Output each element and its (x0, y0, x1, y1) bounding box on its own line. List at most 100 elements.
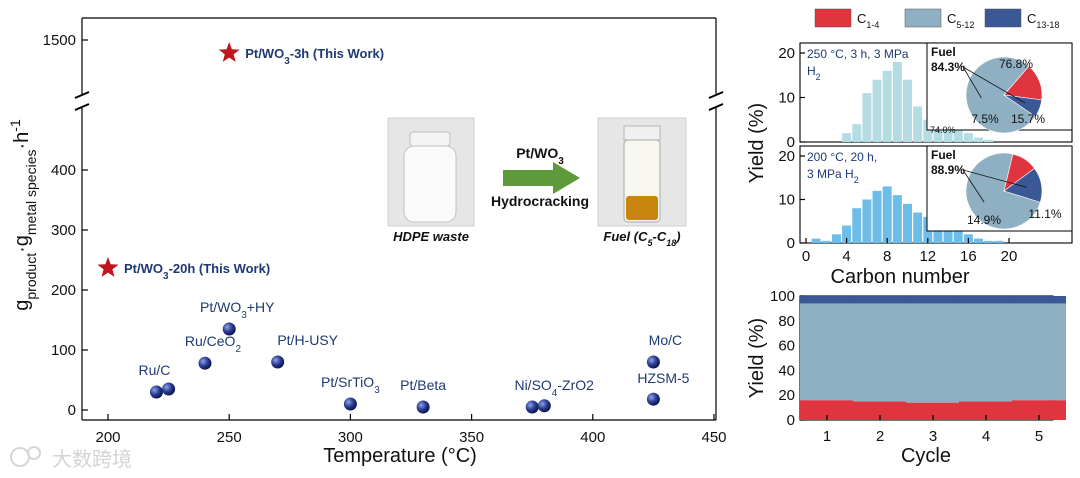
distribution-bar (913, 106, 923, 142)
distribution-bar (923, 119, 933, 142)
pie-value-label: 11.1% (1028, 207, 1061, 221)
stacked-bar-segment (1012, 296, 1066, 304)
axis-break-mark (708, 91, 724, 99)
legend: C1-4 C5-12 C13-18 (814, 8, 1059, 30)
distribution-bar (862, 199, 872, 243)
fuel-liquid (626, 196, 658, 220)
watermark: 大数跨境 (10, 446, 132, 471)
panel-condition-gas: H2 (807, 64, 821, 82)
stacked-bar-segment (853, 303, 907, 402)
x-tick-label: 350 (459, 429, 484, 446)
distribution-bar (882, 70, 892, 142)
x-axis-label: Cycle (901, 445, 951, 467)
x-axis-label: Carbon number (831, 266, 970, 288)
pie-fuel-value: 88.9% (931, 163, 965, 177)
pie-fuel-label: Fuel (931, 45, 956, 59)
data-point-label: Mo/C (649, 332, 682, 348)
y-tick-label: 20 (778, 45, 795, 62)
distribution-bar (882, 186, 892, 243)
hdpe-label: HDPE waste (393, 229, 469, 244)
legend-swatch (814, 8, 852, 28)
distribution-bar (852, 208, 862, 243)
y-tick-label: 0 (787, 134, 795, 151)
y-tick-label: 200 (51, 282, 76, 299)
data-point (525, 400, 539, 414)
panel-condition: 250 °C, 3 h, 3 MPa (807, 47, 909, 61)
y-tick-label: 60 (778, 338, 795, 355)
pie-pointer (962, 169, 1027, 188)
pie-fuel-value: 84.3% (931, 60, 965, 74)
distribution-bar (852, 124, 862, 142)
pie-slice (965, 56, 1036, 134)
y-tick-label: 1500 (43, 32, 76, 49)
y-tick-label: 0 (787, 235, 795, 252)
y-tick-label: 80 (778, 313, 795, 330)
data-point (646, 355, 660, 369)
x-tick-label: 4 (842, 248, 850, 265)
distribution-bar (821, 240, 831, 243)
data-point (271, 355, 285, 369)
stacked-bar-segment (800, 303, 854, 401)
data-point-label: Pt/H-USY (277, 332, 338, 348)
x-tick-label: 1 (823, 428, 831, 445)
data-point-label: Ni/SO4-ZrO2 (514, 377, 594, 399)
y-tick-label: 300 (51, 222, 76, 239)
watermark-icon (10, 447, 30, 467)
distribution-bar (963, 133, 973, 142)
distribution-bar (994, 240, 1004, 243)
data-point (162, 382, 176, 396)
stacked-bar-segment (800, 400, 854, 420)
distribution-bar (953, 225, 963, 243)
watermark-text: 大数跨境 (52, 448, 132, 471)
pie-note: 74.0% (930, 125, 956, 135)
stacked-bar-segment (959, 303, 1013, 402)
legend-swatch (984, 8, 1022, 28)
data-point-label: Pt/Beta (400, 377, 446, 393)
arrow-top-label: Pt/WO3 (516, 145, 564, 167)
pie-pointer (962, 66, 1026, 104)
data-point-label: HZSM-5 (637, 370, 689, 386)
stacked-bar-segment (853, 296, 907, 304)
x-tick-label: 8 (883, 248, 891, 265)
legend-swatch (904, 8, 942, 28)
x-tick-label: 3 (929, 428, 937, 445)
vial-cap (623, 125, 661, 141)
highlight-star (97, 257, 119, 277)
highlight-star (218, 42, 240, 62)
data-point (222, 322, 236, 336)
distribution-bar (831, 234, 841, 243)
x-axis-label: Temperature (°C) (323, 445, 477, 467)
y-tick-label: 100 (51, 342, 76, 359)
distribution-bar (984, 240, 994, 243)
stacked-bar-segment (959, 296, 1013, 304)
axis-break-mark (74, 103, 90, 111)
x-tick-label: 16 (960, 248, 977, 265)
stacked-bar-segment (853, 401, 907, 420)
bottle-body (403, 145, 457, 223)
pie-fuel-label: Fuel (931, 148, 956, 162)
y-axis-label: gproduct·gmetal species·h-1 (7, 119, 39, 311)
panel-condition-gas: 3 MPa H2 (807, 167, 859, 185)
axis-break-mark (708, 103, 724, 111)
distribution-bar (913, 212, 923, 243)
x-tick-label: 450 (701, 429, 726, 446)
pie-pointer (962, 169, 985, 203)
legend-label: C13-18 (1027, 11, 1059, 30)
x-tick-label: 2 (876, 428, 884, 445)
fuel-label: Fuel (C5-C18) (603, 229, 680, 248)
y-tick-label: 10 (778, 90, 795, 107)
stacked-bar-segment (906, 296, 960, 304)
distribution-bar (943, 221, 953, 243)
distribution-bar (974, 238, 984, 243)
legend-label: C5-12 (947, 11, 974, 30)
x-tick-label: 200 (95, 429, 120, 446)
cycle-chart: 0 20 40 60 80 100 1 2 3 4 5 Cycle Yield (%) (746, 288, 1066, 467)
stacked-bar-segment (1012, 303, 1066, 401)
stacked-bar-segment (800, 296, 854, 304)
pie-pointer (962, 66, 982, 99)
scatter-chart: 0 100 200 300 400 1500 200 250 300 350 400 450 Tempe… (7, 17, 727, 467)
x-tick-label: 300 (338, 429, 363, 446)
